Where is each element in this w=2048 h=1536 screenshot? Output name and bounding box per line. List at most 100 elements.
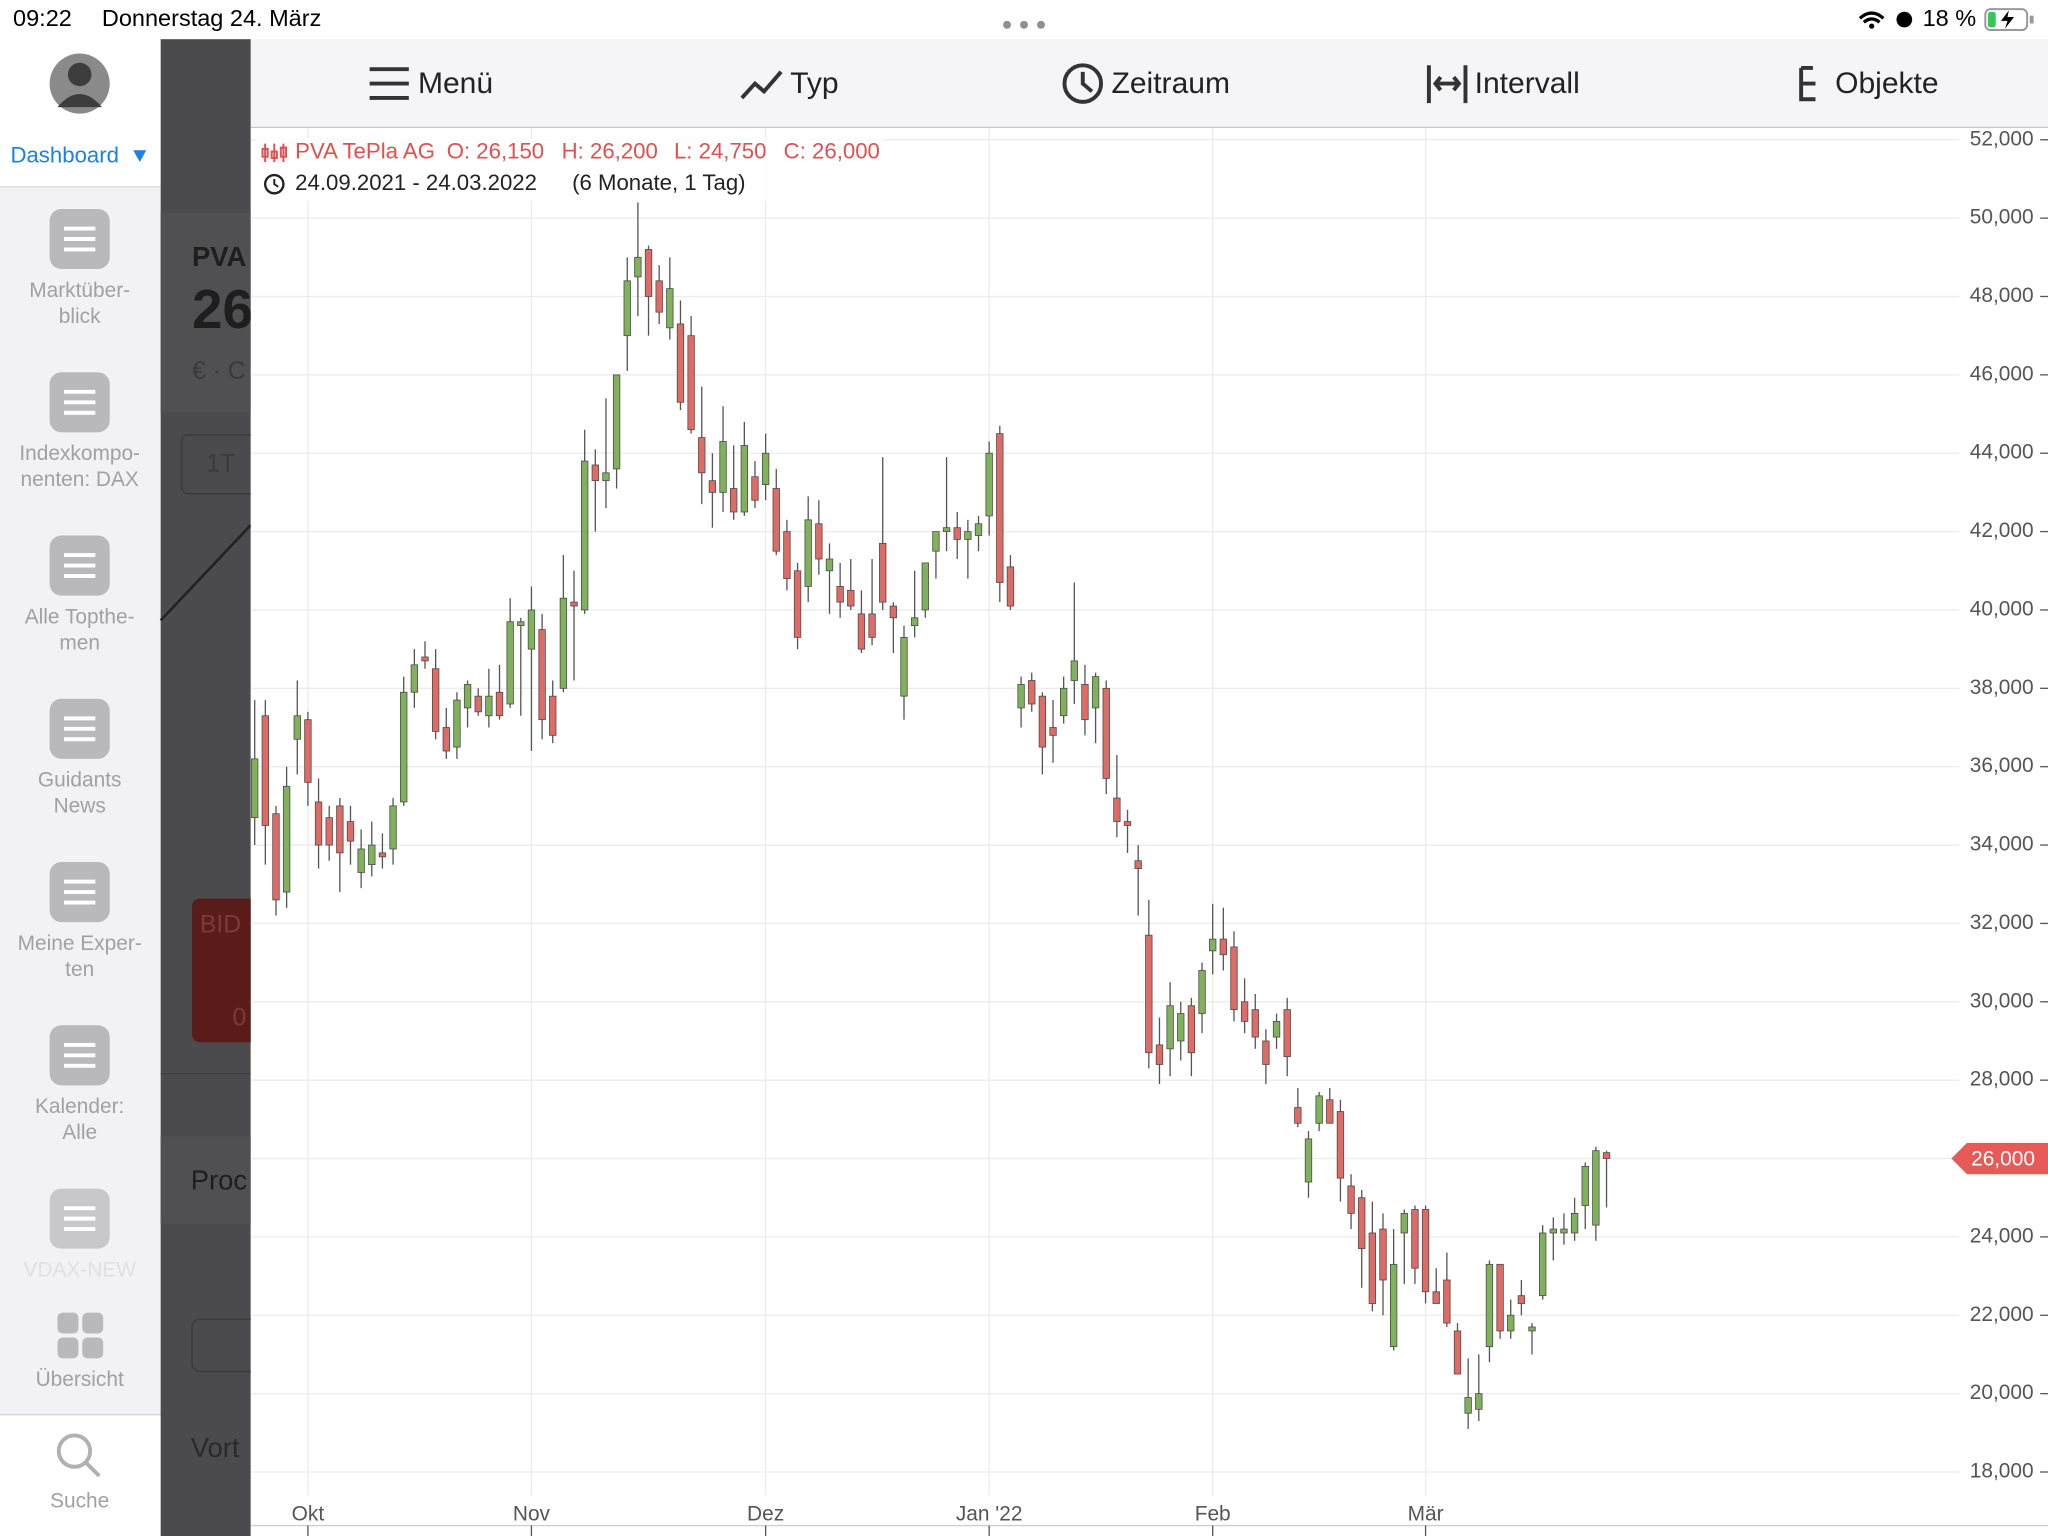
candle-body xyxy=(921,562,929,611)
candle-body xyxy=(357,848,365,873)
chart-title: PVA TePla AG xyxy=(295,139,435,164)
ohlc-text: H: 26,200 xyxy=(562,139,658,164)
nav-label[interactable]: men xyxy=(59,631,100,654)
candle-body xyxy=(1464,1397,1472,1414)
candle-body xyxy=(1379,1228,1387,1281)
overview-icon xyxy=(82,1312,104,1334)
candle-body xyxy=(1453,1330,1462,1375)
candle-body xyxy=(1230,946,1238,1011)
candle-body xyxy=(1198,970,1206,1014)
bg-text: 1T xyxy=(206,451,235,478)
nav-label[interactable]: Kalender: xyxy=(35,1095,124,1118)
candle-body xyxy=(730,488,738,513)
clock-hands xyxy=(273,178,279,188)
nav-label[interactable]: Alle xyxy=(62,1121,97,1144)
candle-body xyxy=(581,460,589,611)
candle-body xyxy=(900,636,908,697)
nav-icon-glyph xyxy=(63,1206,96,1232)
nav-label[interactable]: News xyxy=(54,795,106,818)
candle-body xyxy=(1155,1044,1164,1065)
candle-body xyxy=(1304,1138,1313,1183)
nav-label[interactable]: blick xyxy=(59,305,101,328)
candle-icon xyxy=(261,143,288,162)
battery-frame xyxy=(1984,8,2029,32)
clock-icon xyxy=(263,173,285,195)
nav-icon-glyph xyxy=(63,389,96,415)
x-tick-label: Okt xyxy=(292,1503,325,1526)
nav-label[interactable]: ten xyxy=(65,958,94,981)
candle-body xyxy=(868,613,876,638)
bg-text: PVA xyxy=(192,241,247,272)
y-tick-label: 36,000 xyxy=(1970,754,2034,777)
candle-body xyxy=(1475,1393,1483,1410)
candle-body xyxy=(1432,1291,1440,1304)
nav-label[interactable]: nenten: DAX xyxy=(20,468,138,491)
nav-label[interactable]: Alle Topthe- xyxy=(25,605,135,628)
nav-label[interactable]: Meine Exper- xyxy=(18,932,142,955)
y-tick-label: 50,000 xyxy=(1970,206,2034,229)
candle-body xyxy=(1123,821,1132,826)
toolbar-button[interactable]: Objekte xyxy=(1835,67,1939,100)
candle-body xyxy=(996,433,1004,583)
y-tick-label: 20,000 xyxy=(1970,1381,2034,1404)
candle-body xyxy=(1294,1107,1302,1124)
ohlc-text: C: 26,000 xyxy=(784,139,880,164)
nav-label[interactable]: Übersicht xyxy=(36,1368,124,1391)
toolbar-button[interactable]: Intervall xyxy=(1475,67,1580,100)
search-icon[interactable] xyxy=(56,1433,93,1469)
nav-icon-glyph xyxy=(63,716,96,742)
candle-body xyxy=(431,668,440,732)
candle-body xyxy=(1368,1232,1377,1304)
candle-body xyxy=(751,476,759,501)
y-tick-label: 42,000 xyxy=(1970,519,2034,542)
x-tick-label: Jan '22 xyxy=(956,1503,1023,1526)
candle-body xyxy=(336,805,344,854)
nav-label[interactable]: Marktüber- xyxy=(29,279,130,302)
candle-body xyxy=(772,488,780,552)
dashboard-link[interactable]: Dashboard xyxy=(10,143,119,168)
candle-body xyxy=(325,817,333,846)
candle-body xyxy=(400,691,408,803)
candle-body xyxy=(463,684,472,709)
candle-body xyxy=(1145,934,1153,1054)
x-tick-label: Mär xyxy=(1408,1503,1444,1526)
nav-icon-glyph xyxy=(63,879,96,905)
candle-body xyxy=(1389,1263,1398,1348)
candle-body xyxy=(1315,1095,1323,1124)
toolbar-button[interactable]: Menü xyxy=(418,67,493,100)
search-label[interactable]: Suche xyxy=(50,1490,109,1513)
x-tick-label: Dez xyxy=(747,1503,784,1526)
nav-label[interactable]: Guidants xyxy=(38,769,122,792)
y-tick-label: 44,000 xyxy=(1970,441,2034,464)
toolbar-button[interactable]: Typ xyxy=(790,67,838,100)
candle-body xyxy=(623,280,631,337)
y-tick-label: 34,000 xyxy=(1970,833,2034,856)
candle-body xyxy=(815,523,823,560)
y-tick-label: 30,000 xyxy=(1970,989,2034,1012)
candle-body xyxy=(442,727,450,752)
candle-body xyxy=(570,601,578,607)
candle-body xyxy=(964,531,972,540)
avatar-body xyxy=(57,94,102,108)
nav-label[interactable]: VDAX-NEW xyxy=(23,1258,136,1281)
candle-body xyxy=(314,801,323,846)
candle-body xyxy=(910,617,919,627)
battery-tip xyxy=(2029,15,2034,24)
candle-body xyxy=(985,452,993,517)
range-text: 24.09.2021 - 24.03.2022 xyxy=(295,170,537,195)
candle-body xyxy=(421,656,429,662)
candle-body xyxy=(1507,1314,1515,1332)
candle-body xyxy=(825,558,834,572)
bg-text: 0 xyxy=(232,1004,246,1031)
candle-body xyxy=(251,758,259,819)
overview-icon xyxy=(82,1337,104,1359)
y-tick-label: 32,000 xyxy=(1970,911,2034,934)
y-tick-label: 46,000 xyxy=(1970,362,2034,385)
candle-body xyxy=(272,813,280,901)
toolbar-button[interactable]: Zeitraum xyxy=(1112,67,1230,100)
nav-label[interactable]: Indexkompo- xyxy=(19,442,140,465)
candle-body xyxy=(495,691,504,717)
toolbar xyxy=(250,39,2048,128)
candle-body xyxy=(1272,1020,1281,1038)
